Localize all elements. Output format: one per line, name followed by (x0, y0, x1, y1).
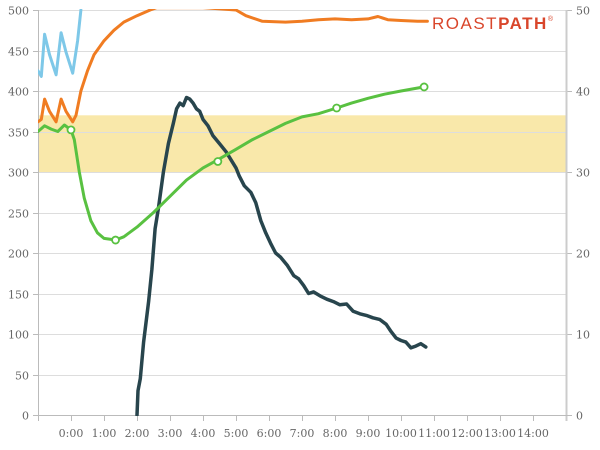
gridlines (38, 10, 566, 376)
series-rate-of-rise (135, 95, 428, 416)
left-axis-label: 250 (8, 208, 29, 221)
target-temperature-band (38, 115, 566, 172)
profile-control-point (419, 82, 429, 92)
x-axis-label: 4:00 (191, 427, 216, 440)
left-axis-label: 300 (8, 167, 29, 180)
x-axis-label: 8:00 (323, 427, 348, 440)
right-axis-label: 20 (576, 248, 590, 261)
x-axis-label: 0:00 (59, 427, 84, 440)
x-axis-label: 3:00 (158, 427, 183, 440)
left-axis-label: 450 (8, 46, 29, 59)
profile-control-point (213, 157, 223, 166)
x-axis-label: 5:00 (224, 427, 249, 440)
left-axis-label: 50 (15, 370, 29, 383)
left-axis-label: 350 (8, 127, 29, 140)
x-axis-label: 9:00 (356, 427, 381, 440)
target-band (38, 115, 566, 172)
x-axis-label: 11:00 (418, 427, 450, 440)
x-axis-label: 14:00 (517, 427, 549, 440)
axes: 0 50 100 150 200 250 300 350 400 450 500 0 10 20 30 40 5… (8, 5, 590, 441)
left-axis-label: 500 (8, 5, 29, 18)
left-axis-label: 150 (8, 289, 29, 302)
series-bean-temperature (38, 9, 429, 124)
data-markers (66, 82, 429, 245)
x-axis-label: 10:00 (385, 427, 417, 440)
x-axis-label: 1:00 (92, 427, 117, 440)
left-axis-label: 100 (8, 329, 29, 342)
registered-mark: ® (547, 16, 553, 23)
data-series (38, 9, 429, 416)
left-axis-label: 200 (8, 248, 29, 261)
right-axis-label: 30 (576, 167, 590, 180)
logo-text-bold: PATH (498, 14, 548, 33)
x-axis-label: 6:00 (257, 427, 282, 440)
x-axis-label: 7:00 (290, 427, 315, 440)
right-axis-label: 40 (576, 86, 590, 99)
series-environment-temperature (38, 9, 83, 78)
roastpath-logo: ROASTPATH® (432, 14, 553, 34)
profile-control-point (111, 235, 120, 245)
x-axis-label: 13:00 (484, 427, 516, 440)
profile-control-point (332, 103, 342, 113)
right-axis-label: 0 (576, 410, 583, 423)
right-axis-label: 10 (576, 329, 590, 342)
profile-control-point (66, 125, 76, 135)
x-axis-label: 2:00 (125, 427, 150, 440)
x-axis-label: 12:00 (451, 427, 483, 440)
left-axis-label: 0 (22, 410, 29, 423)
logo-text-light: ROAST (432, 14, 499, 33)
left-axis-label: 400 (8, 86, 29, 99)
right-axis-label: 50 (576, 5, 590, 18)
